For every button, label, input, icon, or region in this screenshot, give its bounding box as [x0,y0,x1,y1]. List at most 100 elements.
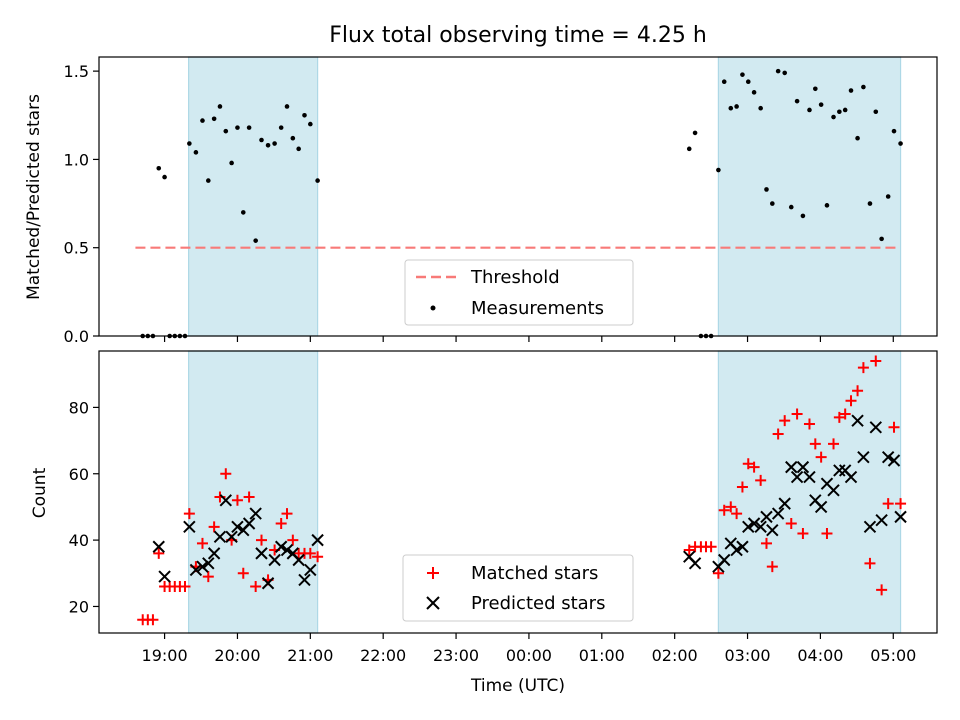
predicted-star-point [747,517,761,530]
matched-star-point [815,451,827,463]
measurement-point [782,70,788,76]
matched-star-point [864,557,876,569]
x-axis-label: Time (UTC) [470,676,565,696]
x-tick-label: 02:00 [652,646,698,665]
matched-star-point [791,408,803,420]
predicted-star-point [219,494,233,507]
measurement-point [807,107,812,113]
predicted-star-point [790,470,804,484]
measurement-point [156,165,162,171]
predicted-legend-swatch [426,596,440,610]
predicted-star-point [183,520,196,534]
legend-threshold-label: Threshold [470,267,560,288]
matched-star-point [803,418,815,430]
matched-star-point [287,534,299,546]
predicted-star-point [261,577,275,590]
measurement-point [842,107,848,113]
x-tick-label: 05:00 [870,646,916,665]
measurement-point [716,167,721,173]
measurement-point [211,116,217,122]
matched-star-point [312,551,324,563]
predicted-star-point [280,543,294,557]
measurement-point [721,79,727,85]
matched-star-point [231,494,243,506]
matched-star-point [809,438,821,450]
chart-title: Flux total observing time = 4.25 h [329,23,707,48]
measurement-point [302,112,307,118]
predicted-star-point [225,530,238,543]
matched-star-point [845,395,857,407]
matched-star-point [725,501,737,513]
predicted-stars-points [152,414,907,590]
matched-star-point [870,355,882,367]
matched-star-point [760,537,772,549]
x-tick-label: 04:00 [797,646,843,665]
matched-star-point [742,458,754,470]
matched-star-point [683,544,695,556]
predicted-star-point [207,547,221,560]
legend-predicted-label: Predicted stars [471,593,605,614]
matched-star-point [208,521,220,533]
y-tick-label: 40 [69,531,89,550]
matched-star-point [852,385,864,397]
predicted-star-point [785,460,798,474]
matched-star-point [797,527,809,539]
matched-star-point [281,508,293,520]
measurement-point [315,178,320,183]
predicted-star-point [268,553,281,567]
y-tick-label: 1.0 [64,150,89,169]
measurement-point [246,125,252,130]
matched-star-point [243,491,255,503]
predicted-star-point [311,533,324,547]
x-tick-label: 23:00 [433,646,479,665]
measurement-point [873,109,879,115]
matched-star-point [736,481,748,493]
predicted-star-point [274,540,288,553]
predicted-star-point [778,497,791,510]
top-x-ticks [163,336,894,342]
predicted-star-point [718,553,731,567]
measurement-point [764,187,769,192]
matched-star-point [196,537,208,549]
predicted-star-point [814,500,828,514]
measurement-point [223,128,229,134]
measurement-point [734,104,739,109]
measurement-point [265,142,271,148]
measurement-point [837,109,842,115]
measurement-point [794,98,800,104]
matched-star-point [718,504,730,516]
matched-star-point [220,468,232,480]
x-tick-label: 20:00 [214,646,260,665]
measurement-point [162,174,167,180]
matched-star-point [772,428,784,440]
x-tick-label: 22:00 [360,646,406,665]
matched-star-point [882,498,894,510]
predicted-star-point [292,553,305,567]
matched-star-point [876,584,888,596]
measurement-point [751,90,757,95]
measurement-point [879,236,884,242]
top-legend: Threshold Measurements [404,259,634,326]
matched-star-point [731,508,743,520]
measurement-point [296,146,301,152]
measurement-point [855,135,860,141]
measurement-point [818,102,824,107]
measurement-point [728,105,734,111]
matched-star-point [839,408,851,420]
measurement-point [229,160,234,166]
top-plot-frame [98,56,938,337]
matched-legend-swatch [427,567,439,579]
bottom-y-ticks: 20 40 60 80 [69,398,99,616]
matched-star-point [179,581,191,593]
predicted-star-point [152,540,165,553]
y-tick-label: 1.5 [64,62,89,81]
predicted-star-point [213,530,227,543]
shaded-interval-2 [717,350,902,634]
bottom-plot-frame [98,350,938,634]
predicted-star-point [231,520,244,534]
measurement-point [217,104,223,109]
legend-measurements-label: Measurements [471,298,604,319]
matched-star-point [250,581,262,593]
matched-star-point [304,547,316,559]
